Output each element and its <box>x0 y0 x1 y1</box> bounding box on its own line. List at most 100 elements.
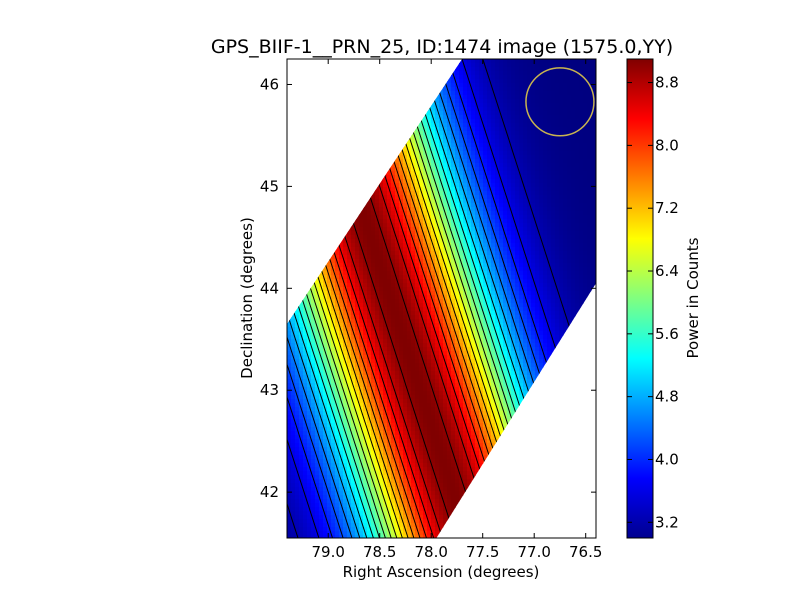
heatmap-cell <box>479 291 484 296</box>
heatmap-field <box>287 59 596 538</box>
heatmap-cell <box>523 139 528 144</box>
heatmap-cell <box>339 151 344 156</box>
heatmap-cell <box>411 159 416 164</box>
heatmap-cell <box>491 95 496 100</box>
heatmap-cell <box>359 203 364 208</box>
heatmap-cell <box>423 223 428 228</box>
heatmap-cell <box>403 143 408 148</box>
heatmap-cell <box>523 223 528 228</box>
heatmap-cell <box>299 179 304 184</box>
heatmap-cell <box>375 107 380 112</box>
heatmap-cell <box>431 231 436 236</box>
heatmap-cell <box>291 215 296 220</box>
heatmap-cell <box>411 63 416 68</box>
heatmap-cell <box>495 71 500 76</box>
heatmap-cell <box>559 83 564 88</box>
heatmap-cell <box>519 311 524 316</box>
heatmap-cell <box>555 135 560 140</box>
heatmap-cell <box>547 267 552 272</box>
heatmap-cell <box>467 243 472 248</box>
heatmap-cell <box>451 135 456 140</box>
heatmap-cell <box>575 223 580 228</box>
heatmap-cell <box>291 235 296 240</box>
heatmap-cell <box>555 307 560 312</box>
heatmap-cell <box>467 291 472 296</box>
heatmap-cell <box>523 203 528 208</box>
heatmap-cell <box>355 231 360 236</box>
heatmap-cell <box>399 295 404 300</box>
heatmap-cell <box>447 195 452 200</box>
heatmap-cell <box>523 71 528 76</box>
heatmap-cell <box>539 187 544 192</box>
heatmap-cell <box>295 267 300 272</box>
heatmap-cell <box>295 247 300 252</box>
heatmap-cell <box>563 267 568 272</box>
heatmap-cell <box>443 111 448 116</box>
heatmap-cell <box>555 195 560 200</box>
heatmap-cell <box>519 303 524 308</box>
heatmap-cell <box>447 299 452 304</box>
heatmap-cell <box>527 243 532 248</box>
heatmap-cell <box>499 311 504 316</box>
heatmap-cell <box>303 115 308 120</box>
heatmap-cell <box>303 271 308 276</box>
heatmap-cell <box>359 295 364 300</box>
heatmap-cell <box>563 155 568 160</box>
heatmap-cell <box>391 283 396 288</box>
heatmap-cell <box>491 147 496 152</box>
heatmap-cell <box>423 199 428 204</box>
heatmap-cell <box>319 195 324 200</box>
heatmap-cell <box>471 179 476 184</box>
heatmap-cell <box>511 243 516 248</box>
heatmap-cell <box>351 111 356 116</box>
heatmap-cell <box>535 107 540 112</box>
heatmap-cell <box>467 251 472 256</box>
heatmap-cell <box>579 263 584 268</box>
heatmap-cell <box>359 99 364 104</box>
heatmap-cell <box>371 183 376 188</box>
chart-title: GPS_BIIF-1__PRN_25, ID:1474 image (1575.… <box>211 36 673 58</box>
heatmap-cell <box>499 143 504 148</box>
heatmap-cell <box>347 139 352 144</box>
heatmap-cell <box>343 287 348 292</box>
heatmap-cell <box>491 139 496 144</box>
heatmap-cell <box>527 127 532 132</box>
heatmap-cell <box>475 223 480 228</box>
heatmap-cell <box>559 191 564 196</box>
heatmap-cell <box>459 195 464 200</box>
heatmap-cell <box>443 71 448 76</box>
heatmap-cell <box>327 255 332 260</box>
heatmap-cell <box>375 303 380 308</box>
heatmap-cell <box>431 259 436 264</box>
heatmap-cell <box>371 211 376 216</box>
heatmap-cell <box>471 87 476 92</box>
heatmap-cell <box>443 163 448 168</box>
heatmap-cell <box>515 203 520 208</box>
heatmap-cell <box>471 227 476 232</box>
heatmap-cell <box>467 151 472 156</box>
heatmap-cell <box>575 291 580 296</box>
heatmap-cell <box>371 291 376 296</box>
heatmap-cell <box>299 87 304 92</box>
heatmap-cell <box>407 267 412 272</box>
heatmap-cell <box>303 79 308 84</box>
heatmap-cell <box>287 235 292 240</box>
heatmap-cell <box>339 83 344 88</box>
heatmap-cell <box>327 251 332 256</box>
heatmap-cell <box>519 251 524 256</box>
heatmap-cell <box>583 163 588 168</box>
heatmap-cell <box>383 223 388 228</box>
heatmap-cell <box>491 67 496 72</box>
heatmap-cell <box>551 243 556 248</box>
heatmap-cell <box>571 171 576 176</box>
heatmap-cell <box>307 135 312 140</box>
heatmap-cell <box>415 203 420 208</box>
heatmap-cell <box>575 59 580 64</box>
heatmap-cell <box>303 167 308 172</box>
heatmap-cell <box>427 259 432 264</box>
heatmap-cell <box>347 119 352 124</box>
heatmap-cell <box>591 207 596 212</box>
heatmap-cell <box>307 75 312 80</box>
heatmap-cell <box>375 151 380 156</box>
heatmap-cell <box>351 279 356 284</box>
